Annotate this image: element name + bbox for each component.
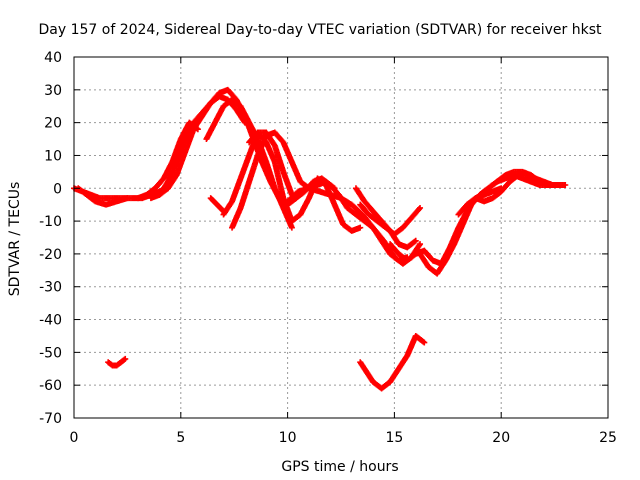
- plot-frame: [73, 56, 609, 419]
- y-tick-label: -70: [39, 411, 62, 427]
- y-tick-label: 10: [44, 148, 62, 164]
- x-tick-label: 20: [492, 430, 510, 446]
- y-tick-label: 0: [53, 181, 62, 197]
- grid-lines: [74, 57, 608, 418]
- y-tick-label: -60: [39, 378, 62, 394]
- axis-ticks: 0 5 10 15 20 25 -70 -60 -50 -40 -30 -20 -10 0 10 20 30 40: [39, 50, 617, 446]
- data-points: [71, 86, 569, 392]
- x-tick-label: 5: [176, 430, 185, 446]
- data-point: [416, 206, 423, 213]
- series-track-18: [476, 172, 560, 198]
- data-point: [411, 238, 418, 245]
- y-tick-label: -10: [39, 214, 62, 230]
- series-track-19: [105, 355, 129, 369]
- data-point: [417, 204, 424, 211]
- series-track-13: [352, 185, 419, 251]
- series-track-2: [75, 185, 131, 208]
- x-tick-label: 15: [385, 430, 403, 446]
- y-tick-label: 30: [44, 83, 62, 99]
- data-point: [412, 237, 419, 244]
- y-tick-label: 40: [44, 50, 62, 66]
- data-point: [417, 241, 424, 248]
- y-axis-label: SDTVAR / TECUs: [7, 182, 23, 297]
- series-track-20: [357, 332, 428, 392]
- y-tick-label: 20: [44, 116, 62, 132]
- data-point: [122, 355, 129, 362]
- data-point: [420, 338, 427, 345]
- chart-title: Day 157 of 2024, Sidereal Day-to-day VTE…: [39, 22, 602, 38]
- x-tick-label: 25: [599, 430, 617, 446]
- y-tick-label: -30: [39, 280, 62, 296]
- data-point: [357, 224, 364, 231]
- x-tick-label: 10: [279, 430, 297, 446]
- x-axis-label: GPS time / hours: [281, 459, 398, 475]
- data-point: [553, 181, 560, 188]
- series-track-5: [156, 93, 248, 198]
- data-point: [421, 339, 428, 346]
- data-point: [288, 224, 295, 231]
- x-tick-label: 0: [70, 430, 79, 446]
- y-tick-label: -50: [39, 345, 62, 361]
- y-tick-label: -40: [39, 313, 62, 329]
- y-tick-label: -20: [39, 247, 62, 263]
- data-point: [124, 195, 131, 202]
- series-track-14: [357, 201, 424, 238]
- data-point: [121, 356, 128, 363]
